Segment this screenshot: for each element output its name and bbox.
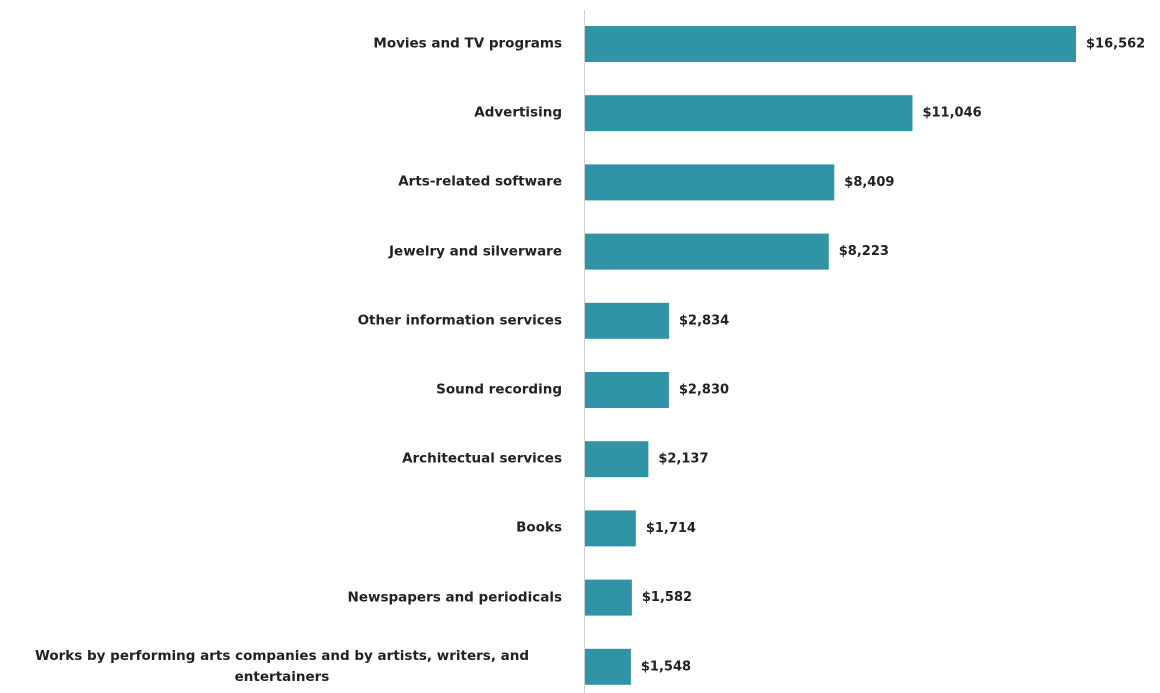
bar bbox=[585, 441, 649, 478]
value-label: $16,562 bbox=[1086, 37, 1145, 52]
category-label: Sound recording bbox=[436, 381, 562, 398]
bar bbox=[585, 372, 669, 408]
category-label: Arts-related software bbox=[398, 173, 562, 190]
bar bbox=[585, 648, 631, 685]
category-label: Newspapers and periodicals bbox=[347, 589, 562, 606]
value-label: $2,830 bbox=[679, 383, 729, 398]
category-label: Works by performing arts companies and b… bbox=[34, 647, 530, 685]
bar bbox=[585, 302, 670, 339]
value-label: $2,137 bbox=[658, 452, 708, 467]
value-label: $8,409 bbox=[844, 175, 894, 190]
category-label: Architectual services bbox=[402, 450, 562, 467]
category-label: Advertising bbox=[474, 104, 562, 121]
bar bbox=[585, 95, 913, 132]
category-label: Movies and TV programs bbox=[373, 35, 562, 52]
value-label: $11,046 bbox=[922, 106, 981, 121]
category-label: Jewelry and silverware bbox=[389, 243, 562, 260]
value-label: $1,548 bbox=[641, 659, 691, 674]
value-label: $1,582 bbox=[642, 590, 692, 605]
bar bbox=[585, 579, 632, 616]
value-label: $8,223 bbox=[839, 244, 889, 259]
category-label: Other information services bbox=[357, 312, 562, 329]
bar bbox=[585, 26, 1076, 62]
value-label: $2,834 bbox=[679, 313, 729, 328]
category-label: Books bbox=[516, 519, 562, 536]
value-label: $1,714 bbox=[646, 521, 696, 536]
bar bbox=[585, 233, 829, 270]
bar bbox=[585, 510, 636, 547]
bar bbox=[585, 164, 835, 201]
